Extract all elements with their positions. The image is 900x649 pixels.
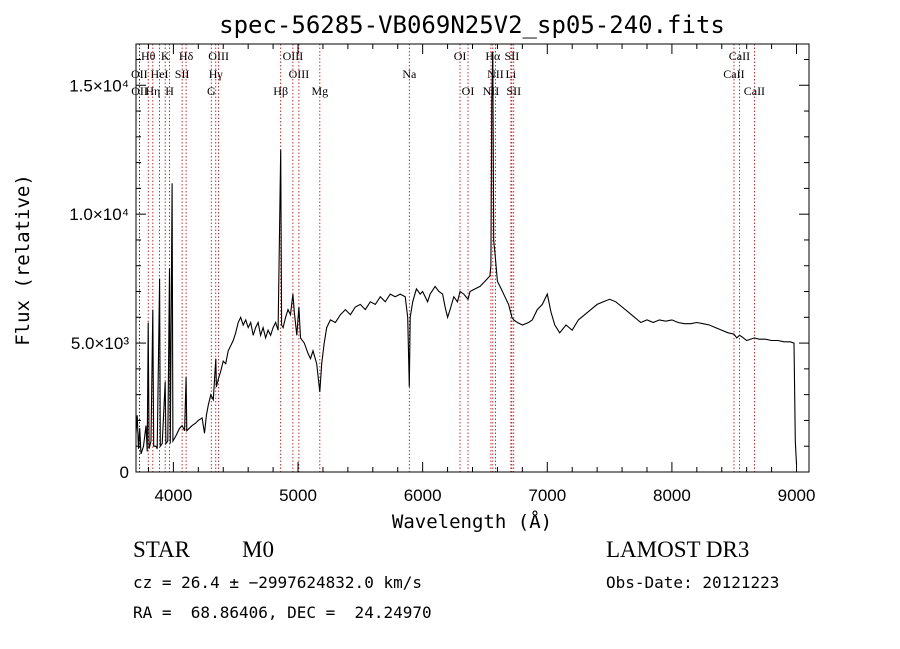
spectral-line-label-26: SII bbox=[506, 84, 521, 98]
spectral-line-label-18: OII bbox=[131, 84, 148, 98]
spectral-line-label-25: NII bbox=[483, 84, 500, 98]
y-tick-label-1: 5.0×10³ bbox=[71, 334, 129, 353]
spectral-line-label-12: Hγ bbox=[209, 67, 224, 81]
spectral-line-label-22: Hβ bbox=[273, 84, 288, 98]
spectrum-series bbox=[135, 51, 798, 465]
y-axis-ticks: 0 5.0×10³ 1.0×10⁴ 1.5×10⁴ bbox=[69, 58, 809, 482]
spectral-line-label-27: CaII bbox=[744, 84, 765, 98]
plot-frame bbox=[135, 43, 810, 473]
x-tick-label-1: 5000 bbox=[279, 486, 317, 505]
spectral-line-label-19: Hη bbox=[145, 84, 160, 98]
spectrum-line bbox=[135, 51, 798, 465]
spectral-line-label-24: OI bbox=[462, 84, 475, 98]
coordinates: RA = 68.86406, DEC = 24.24970 bbox=[133, 603, 432, 622]
x-tick-label-4: 8000 bbox=[653, 486, 691, 505]
spectral-line-label-16: Li bbox=[506, 67, 517, 81]
spectral-line-label-10: HeI bbox=[151, 67, 169, 81]
spectral-line-label-4: OIII bbox=[283, 49, 304, 63]
survey-name: LAMOST DR3 bbox=[606, 537, 750, 562]
spectral-line-label-15: NII bbox=[487, 67, 504, 81]
y-axis-label: Flux (relative) bbox=[12, 174, 34, 346]
spectral-line-label-0: Hθ bbox=[141, 49, 156, 63]
y-tick-label-0: 0 bbox=[120, 463, 129, 482]
chart-title: spec-56285-VB069N25V2_sp05-240.fits bbox=[219, 11, 725, 39]
spectral-line-label-17: CaII bbox=[723, 67, 744, 81]
spectral-line-label-23: Mg bbox=[311, 84, 328, 98]
obs-date: Obs-Date: 20121223 bbox=[606, 573, 780, 592]
redshift-info: cz = 26.4 ± −2997624832.0 km/s bbox=[133, 573, 422, 592]
spectral-line-label-3: OIII bbox=[208, 49, 229, 63]
x-axis-ticks: 4000 5000 6000 7000 8000 9000 bbox=[147, 44, 816, 505]
spectral-line-label-14: Na bbox=[402, 67, 417, 81]
object-subclass: M0 bbox=[242, 537, 274, 562]
object-class: STAR bbox=[133, 537, 190, 562]
x-tick-label-2: 6000 bbox=[404, 486, 442, 505]
x-tick-label-3: 7000 bbox=[528, 486, 566, 505]
spectrum-chart: spec-56285-VB069N25V2_sp05-240.fits Hθ K H… bbox=[12, 11, 816, 533]
x-tick-label-5: 9000 bbox=[778, 486, 816, 505]
spectral-line-label-7: SII bbox=[505, 49, 520, 63]
spectral-line-label-21: G bbox=[207, 84, 216, 98]
spectral-line-label-20: H bbox=[165, 84, 174, 98]
spectral-line-label-11: SII bbox=[175, 67, 190, 81]
y-tick-label-3: 1.5×10⁴ bbox=[69, 76, 129, 95]
spectral-line-label-1: K bbox=[161, 49, 170, 63]
x-tick-label-0: 4000 bbox=[154, 486, 192, 505]
spectral-line-label-13: OIII bbox=[289, 67, 310, 81]
spectral-line-label-5: OI bbox=[454, 49, 467, 63]
spectral-line-label-9: OII bbox=[131, 67, 148, 81]
y-tick-label-2: 1.0×10⁴ bbox=[69, 205, 129, 224]
x-axis-label: Wavelength (Å) bbox=[392, 510, 552, 533]
spectral-line-label-8: CaII bbox=[729, 49, 750, 63]
spectral-line-label-2: Hδ bbox=[179, 49, 194, 63]
